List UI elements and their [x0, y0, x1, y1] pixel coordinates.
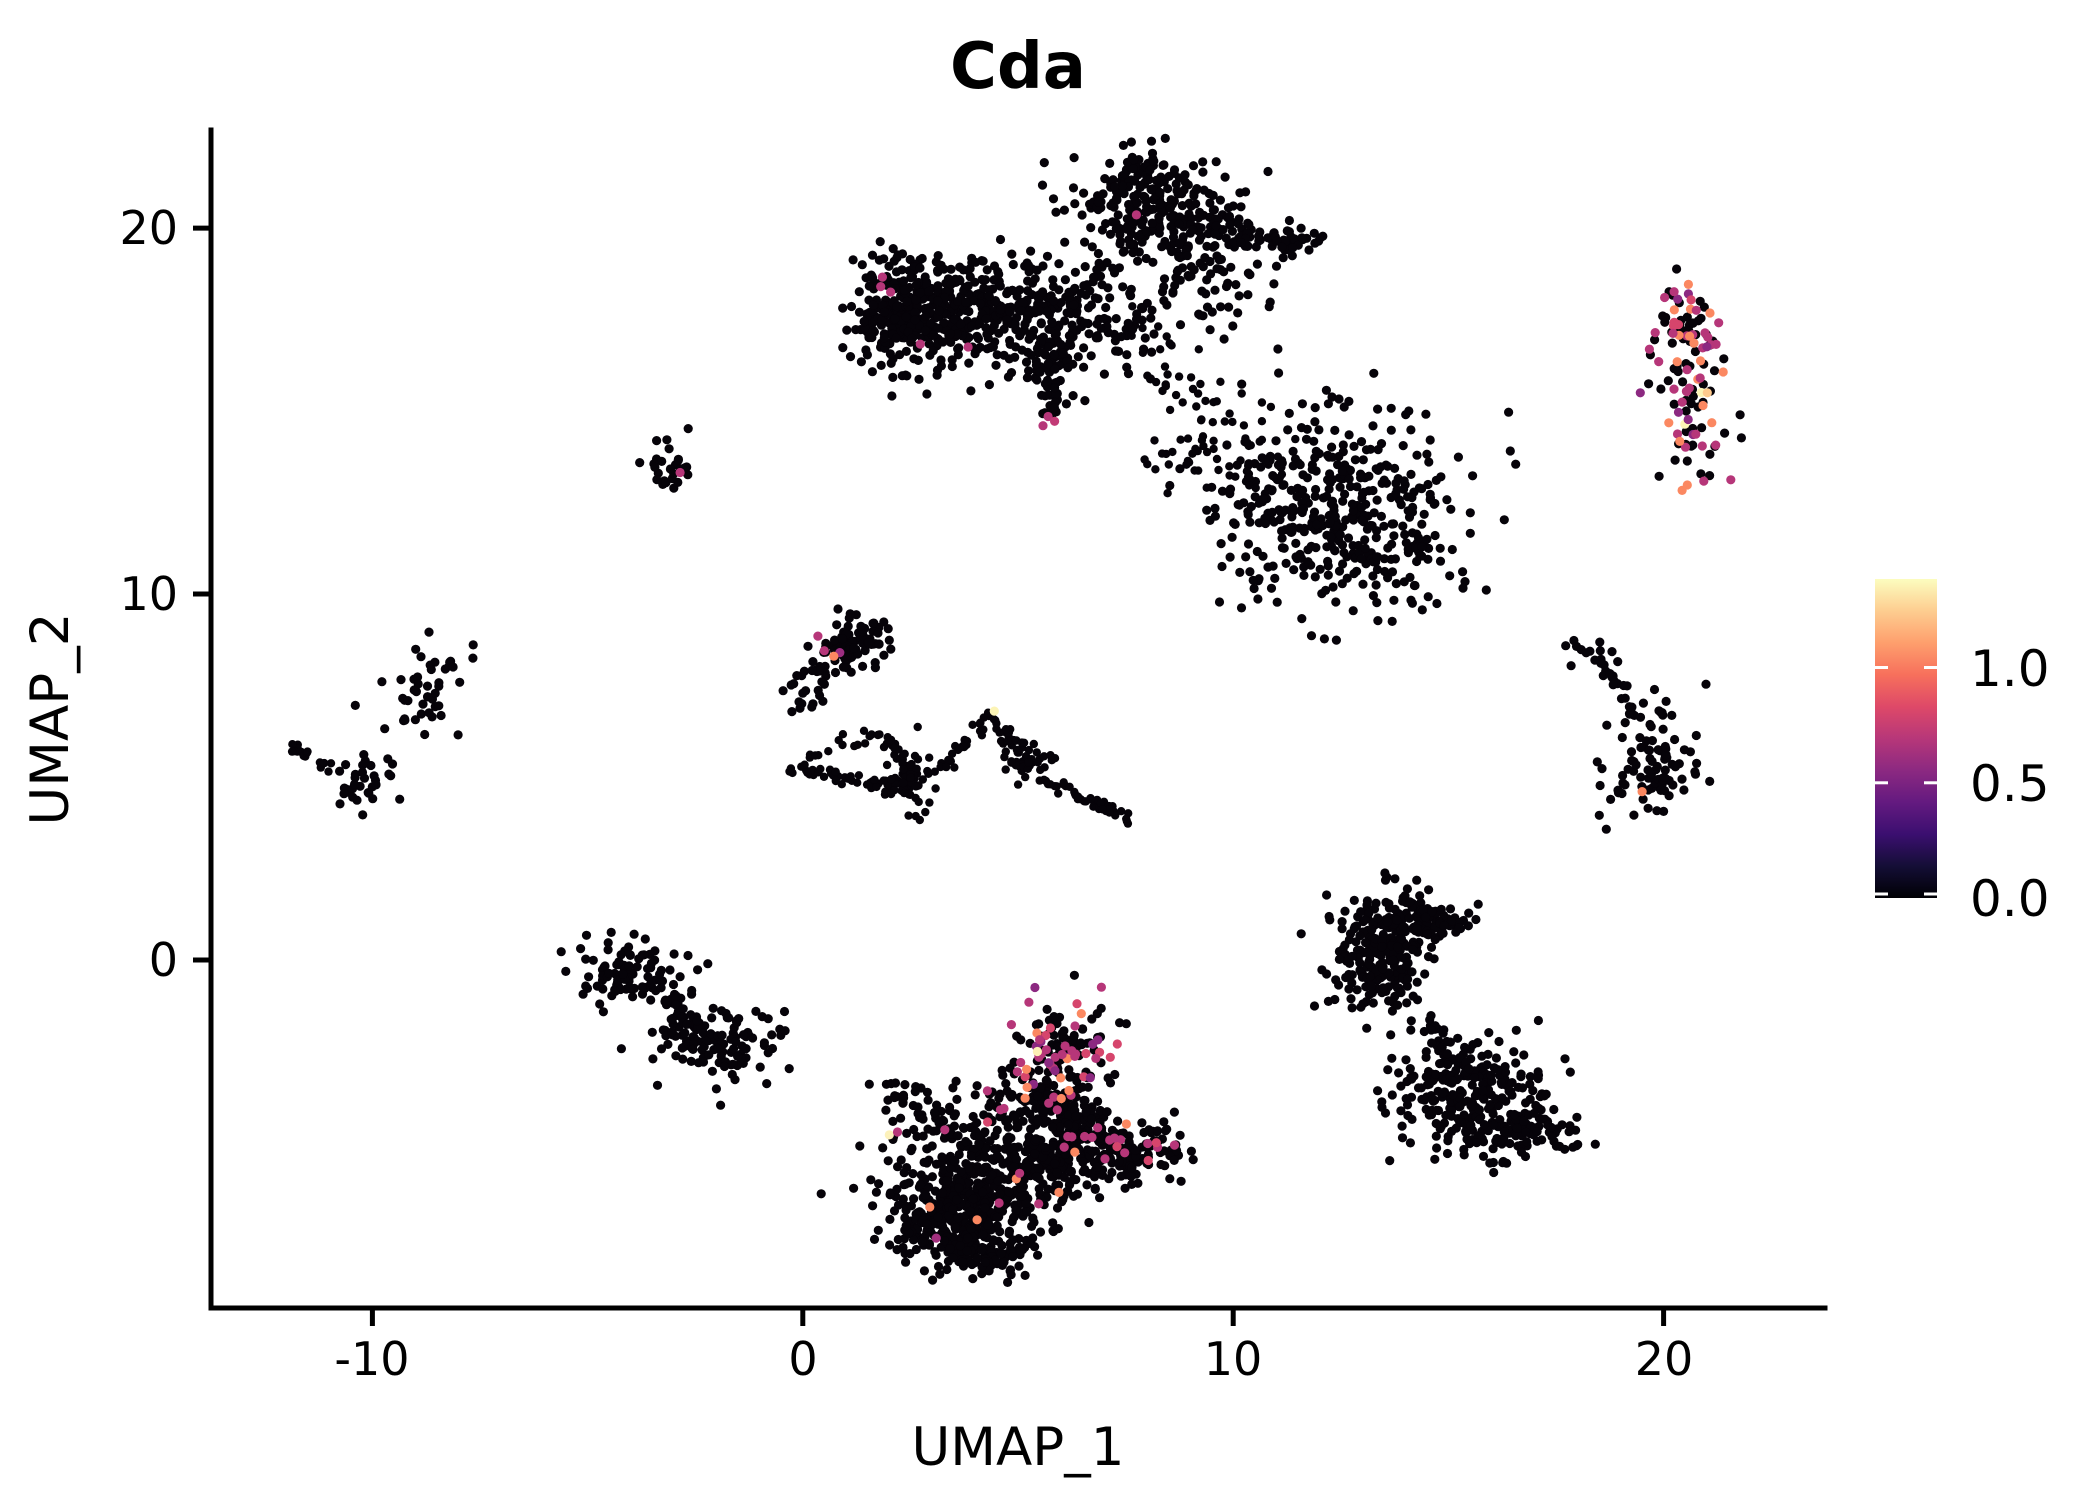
- axes: -10 0 10 20 0 10 20 UMAP_1 UMAP_2: [20, 127, 1828, 1478]
- scatter-points: [287, 133, 1746, 1287]
- x-tick-label: -10: [334, 1332, 409, 1386]
- x-tick-label: 0: [788, 1332, 817, 1386]
- x-tick-label: 20: [1635, 1332, 1694, 1386]
- y-tick-label: 20: [119, 201, 178, 255]
- colorbar-gradient: [1875, 579, 1937, 898]
- colorbar-tick-marks: [1875, 666, 1937, 896]
- colorbar-label: 1.0: [1970, 640, 2050, 698]
- colorbar-label: 0.5: [1970, 755, 2050, 813]
- axis-tick-marks: [193, 225, 1667, 1326]
- y-tick-label: 10: [119, 567, 178, 621]
- colorbar: 1.0 0.5 0.0: [1875, 579, 2050, 928]
- colorbar-label: 0.0: [1970, 870, 2050, 928]
- x-axis-title: UMAP_1: [912, 1417, 1125, 1478]
- x-tick-label: 10: [1204, 1332, 1263, 1386]
- y-tick-label: 0: [149, 933, 178, 987]
- y-axis-title: UMAP_2: [20, 613, 81, 826]
- page-title: Cda: [950, 30, 1086, 104]
